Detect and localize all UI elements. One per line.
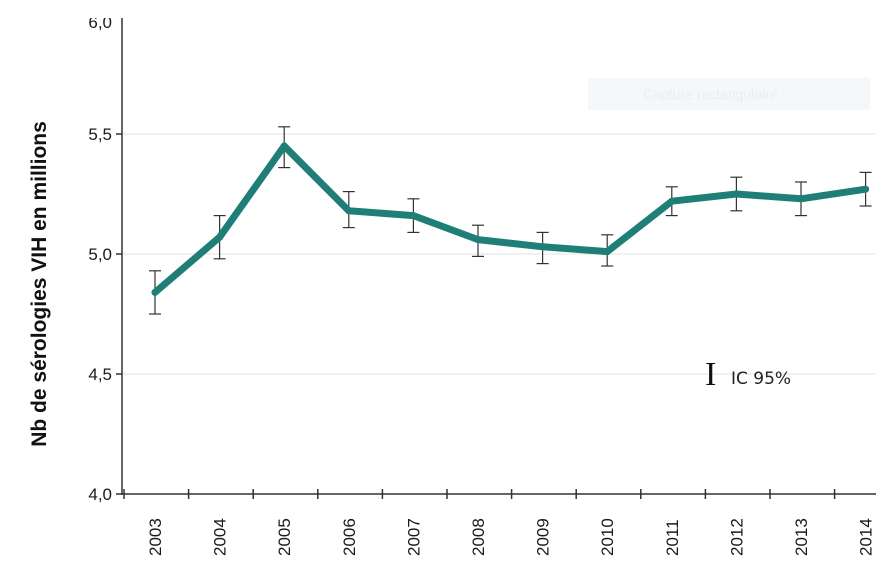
watermark-box [588,78,870,110]
y-tick-label: 5,5 [88,125,112,144]
grid-lines [122,133,876,375]
data-point [539,243,547,251]
data-point [280,142,288,150]
x-tick-label: 2010 [598,518,617,556]
series-line [151,142,870,296]
data-point [603,248,611,256]
data-point [409,212,417,220]
watermark: Capture rectangulaire [588,78,870,110]
x-tick-label: 2011 [663,519,682,556]
x-tick-label: 2012 [727,518,746,556]
x-tick-label: 2008 [469,518,488,556]
y-tick-label: 4,0 [88,485,112,504]
data-point [345,207,353,215]
x-tick-label: 2014 [857,518,876,556]
y-tick-label-partial: 6,0 [88,13,112,32]
y-tick-label: 5,0 [88,245,112,264]
watermark-text: Capture rectangulaire [643,86,778,102]
x-tick-label: 2003 [146,518,165,556]
data-point [474,236,482,244]
data-point [732,190,740,198]
x-ticks: 2003 2004 2005 2006 2007 2008 2009 2010 2011 2012… [123,489,876,556]
data-point [668,197,676,205]
data-point [862,185,870,193]
legend-ci-label: IC 95% [731,369,791,389]
x-tick-label: 2004 [211,518,230,556]
x-tick-label: 2006 [340,518,359,556]
legend: I IC 95% [705,356,791,393]
x-tick-label: 2009 [534,518,553,556]
axes [121,18,876,495]
y-tick-label: 4,5 [88,365,112,384]
data-points [151,142,870,296]
x-tick-label: 2005 [275,518,294,556]
data-point [216,233,224,241]
y-ticks: 4,0 4,5 5,0 5,5 6,0 [88,13,122,504]
x-tick-label: 2013 [792,518,811,556]
error-bars [149,126,872,315]
data-point [797,195,805,203]
legend-ci-glyph: I [705,356,716,393]
x-tick-label: 2007 [404,518,423,556]
data-point [151,288,159,296]
y-axis-title: Nb de sérologies VIH en millions [28,121,51,447]
